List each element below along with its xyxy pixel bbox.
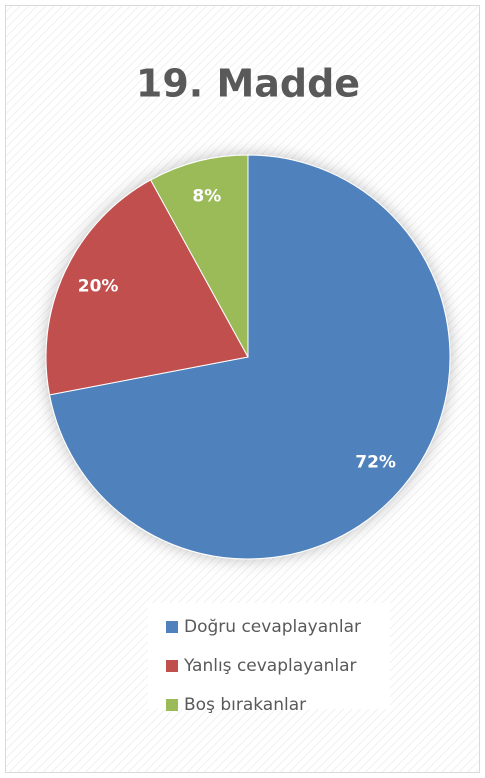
- data-label: 72%: [355, 453, 396, 473]
- legend-swatch: [166, 699, 178, 711]
- chart-title: 19. Madde: [136, 62, 360, 106]
- legend-label: Yanlış cevaplayanlar: [183, 656, 357, 676]
- data-label: 8%: [192, 187, 221, 207]
- pie-slice: [45, 179, 249, 396]
- data-label: 20%: [78, 276, 119, 296]
- legend-box: [148, 603, 390, 709]
- legend-label: Doğru cevaplayanlar: [184, 617, 361, 637]
- legend-swatch: [166, 621, 178, 633]
- pie-slice: [48, 154, 451, 560]
- legend-label: Boş bırakanlar: [184, 695, 306, 715]
- pie: [45, 154, 451, 560]
- pie-slice: [150, 154, 249, 358]
- legend-swatch: [166, 660, 178, 672]
